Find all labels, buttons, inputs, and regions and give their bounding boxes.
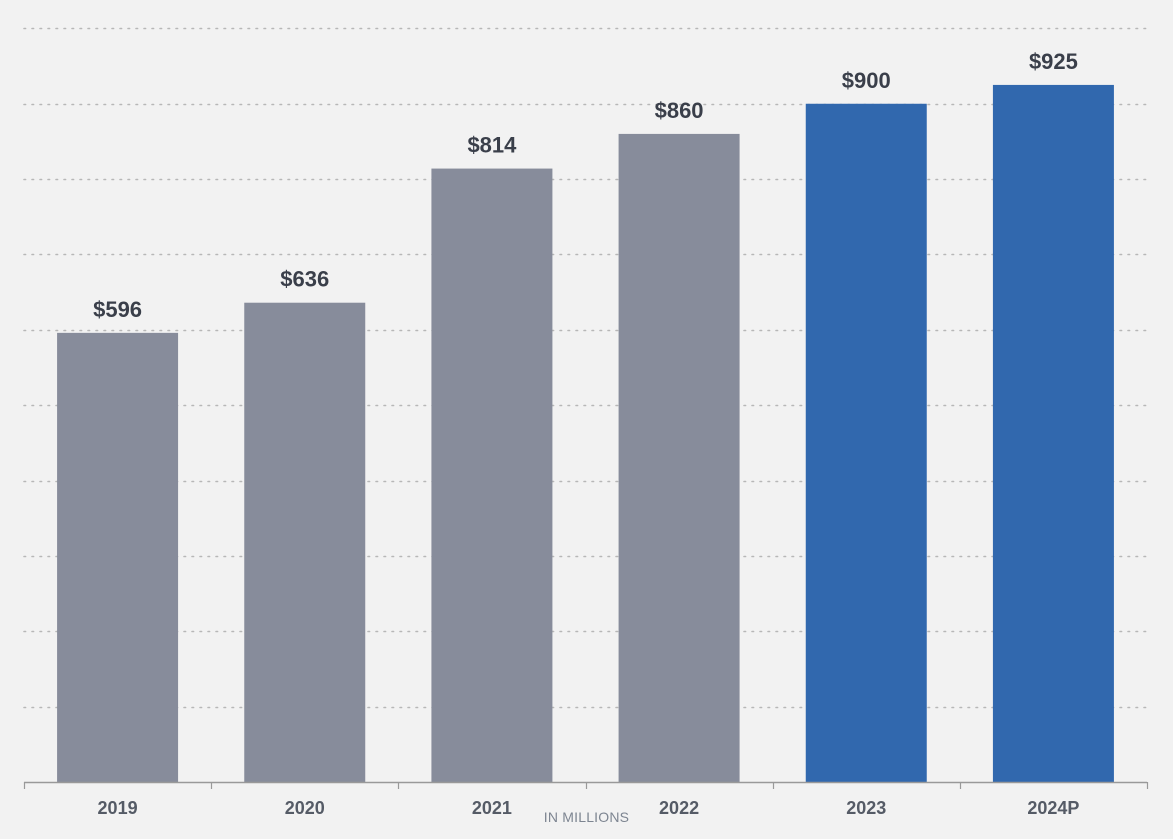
x-tick-label: 2020 [285, 798, 325, 818]
data-label: $900 [842, 68, 891, 93]
data-label: $636 [280, 267, 329, 292]
data-label: $925 [1029, 49, 1078, 74]
x-tick-label: 2024P [1027, 798, 1079, 818]
data-label: $814 [467, 133, 517, 158]
x-tick-label: 2023 [846, 798, 886, 818]
bar-2022 [618, 133, 740, 783]
bar-2024p [992, 84, 1114, 783]
x-axis: 2019 2020 2021 2022 2023 2024P [23, 781, 1149, 818]
gridlines [23, 27, 1148, 709]
data-label: $860 [655, 98, 704, 123]
value-labels: $596 $636 $814 $860 $900 $925 [93, 49, 1078, 322]
x-tick-label: 2022 [659, 798, 699, 818]
bar-2021 [431, 168, 553, 783]
bar-2023 [805, 103, 927, 782]
bar-2020 [244, 302, 366, 782]
x-tick-label: 2019 [98, 798, 138, 818]
bars [57, 84, 1114, 783]
unit-note: IN MILLIONS [543, 809, 630, 825]
bar-2019 [57, 332, 179, 782]
data-label: $596 [93, 297, 142, 322]
x-tick-label: 2021 [472, 798, 512, 818]
